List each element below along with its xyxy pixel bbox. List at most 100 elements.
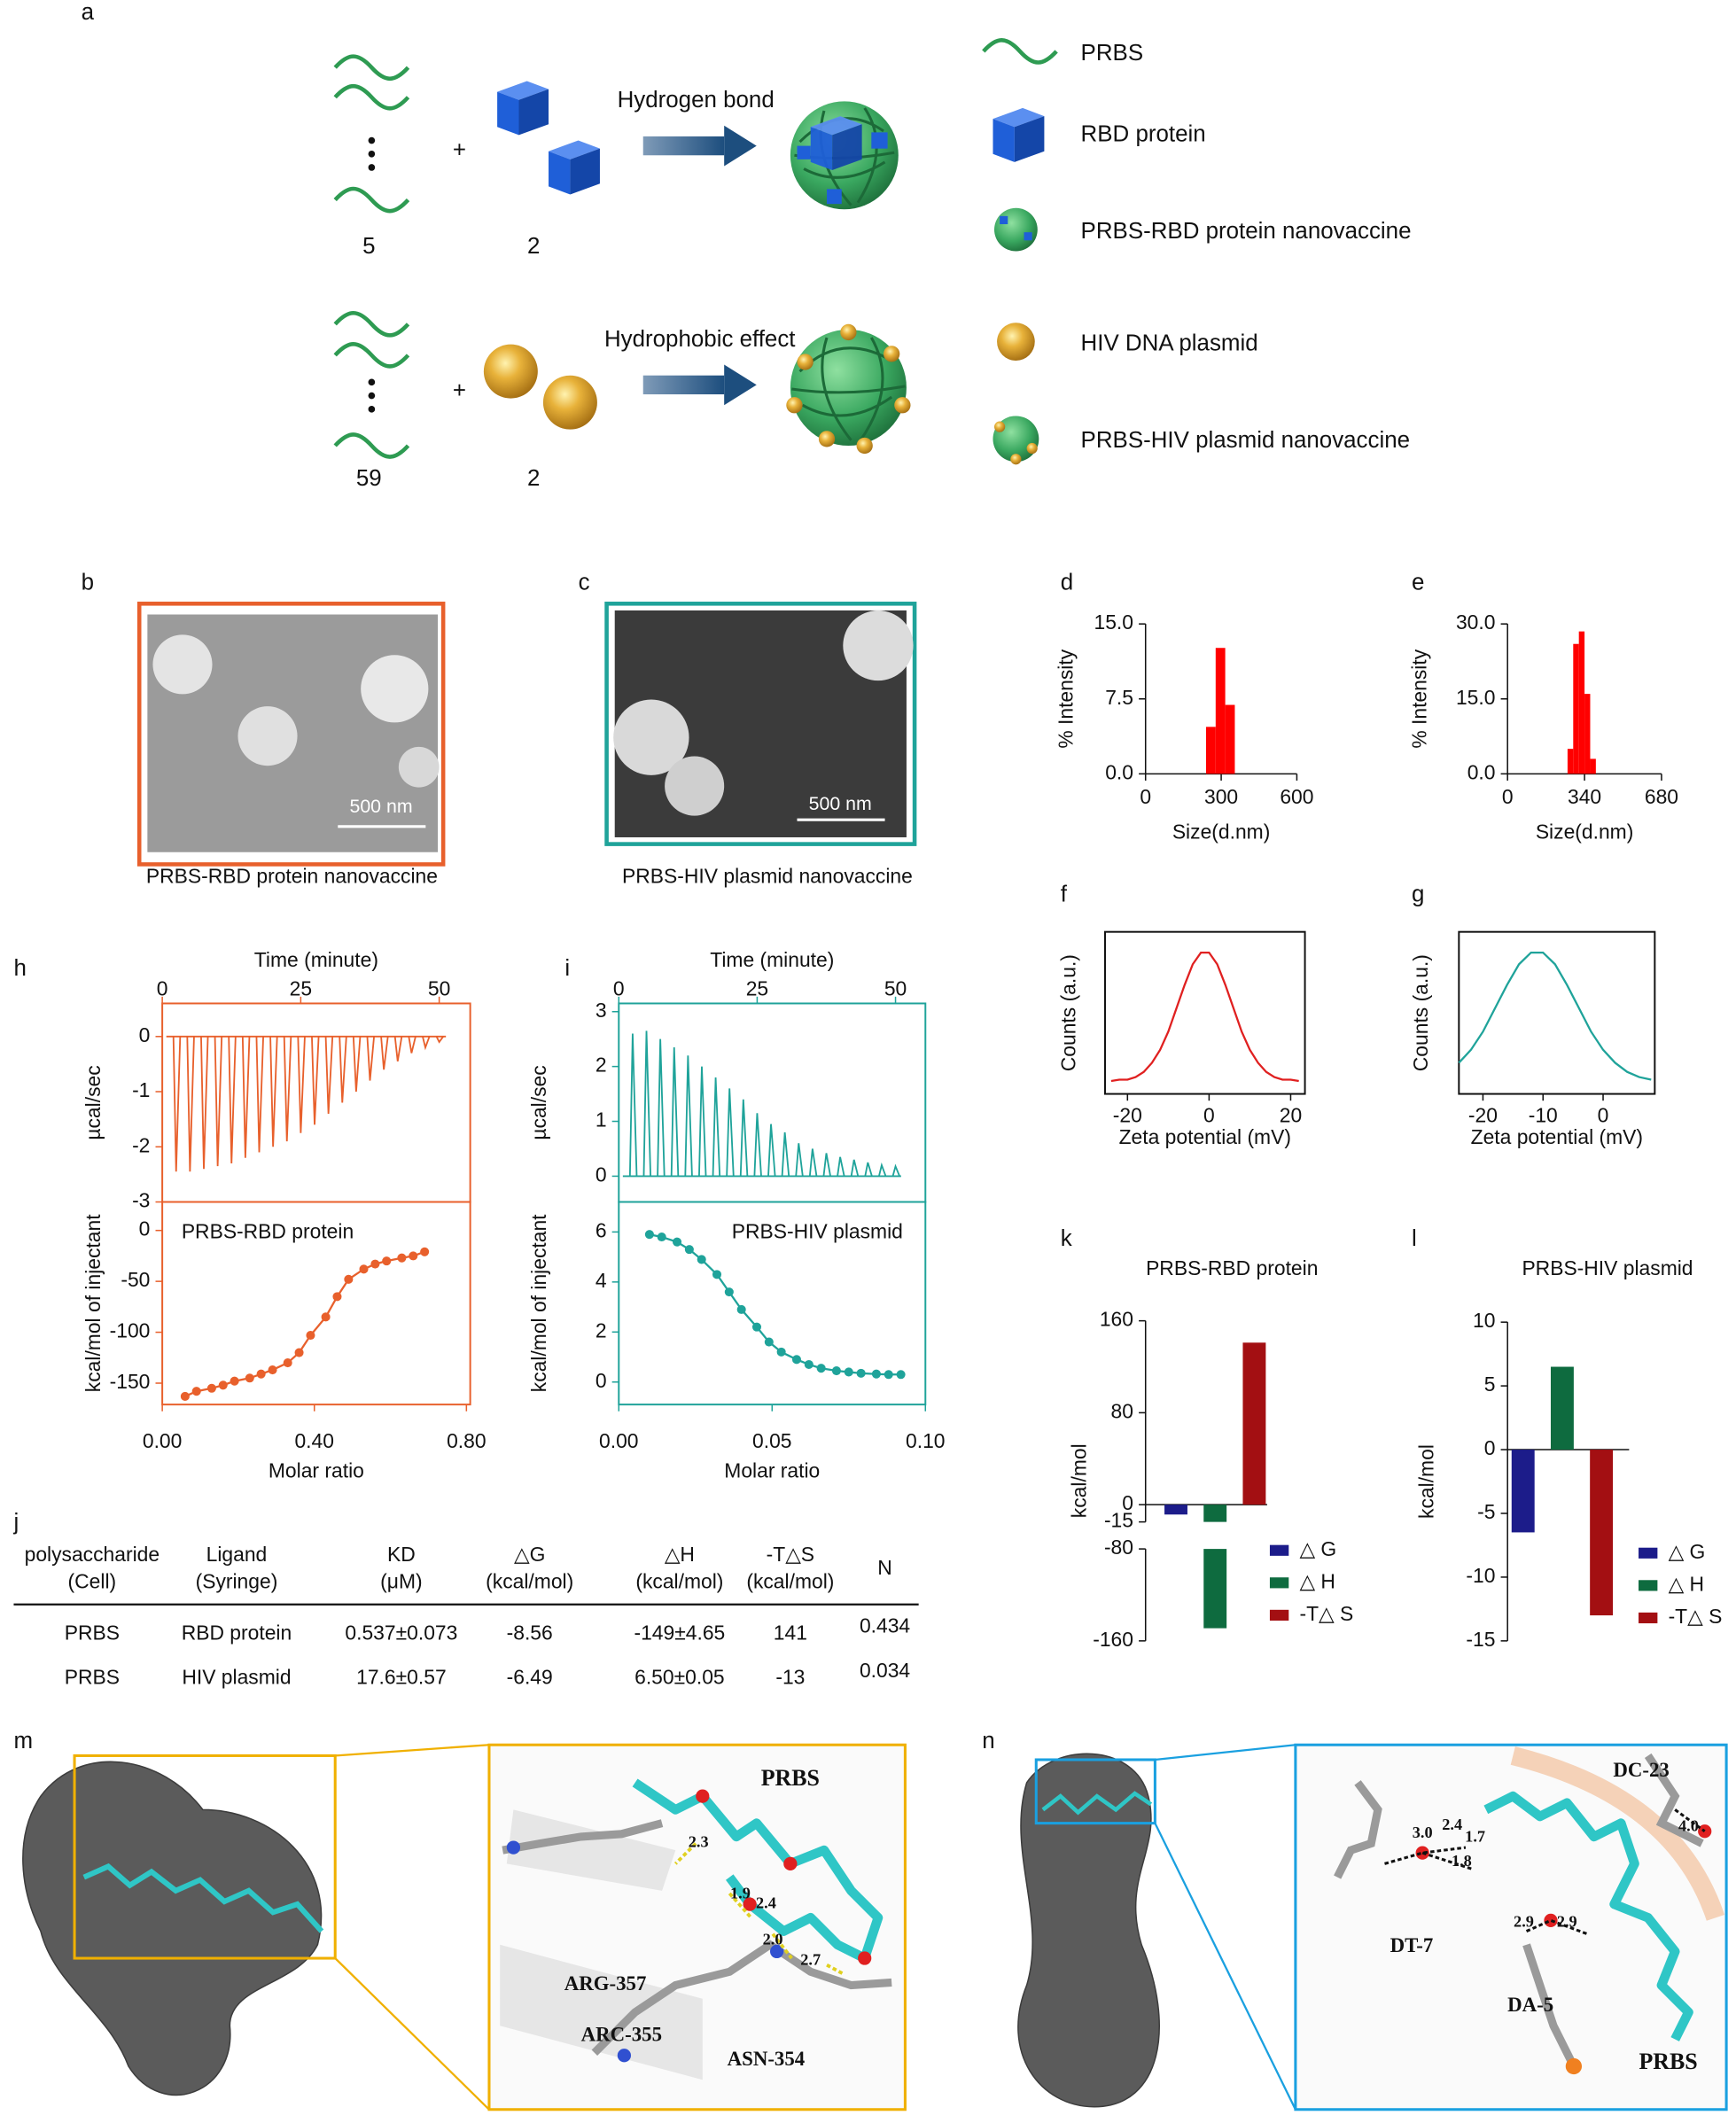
interaction: Hydrogen bond	[618, 88, 775, 113]
distance-label: 1.9	[730, 1885, 751, 1902]
y-tick-label: 15.0	[1456, 686, 1496, 709]
data-point	[804, 1359, 814, 1370]
injection-peak	[850, 1159, 860, 1177]
x-tick-label: 0.05	[752, 1429, 792, 1452]
data-point	[294, 1348, 304, 1357]
panel-label: k	[1061, 1226, 1072, 1251]
table: polysaccharide (Cell) Ligand (Syringe) KD (μM…	[25, 1543, 911, 1689]
table-cell: PRBS	[65, 1666, 120, 1689]
table-cell: 141	[774, 1621, 807, 1644]
micrograph	[136, 602, 446, 867]
injection-peak	[422, 1036, 431, 1051]
x-tick-label: 0.80	[447, 1429, 487, 1452]
injection-peak	[435, 1036, 444, 1044]
data-point	[191, 1387, 201, 1396]
bar	[1164, 1505, 1187, 1515]
y-tick-label: 160	[1100, 1308, 1133, 1331]
residue-label: DT-7	[1390, 1934, 1434, 1956]
x-tick-label: 0	[1502, 785, 1514, 808]
injection-peak	[352, 1036, 362, 1093]
panel-label: d	[1061, 570, 1073, 595]
injection-peak	[864, 1162, 873, 1177]
injection-peak	[324, 1036, 334, 1114]
injection-peak	[822, 1153, 831, 1177]
data-point	[816, 1364, 826, 1373]
injection-peak	[808, 1148, 818, 1177]
table-header: -T△S	[767, 1543, 814, 1566]
data-point	[831, 1366, 841, 1376]
distance-label: 2.9	[1514, 1913, 1534, 1931]
data-point	[724, 1287, 734, 1297]
bar	[1590, 758, 1596, 774]
panel-label: l	[1412, 1226, 1417, 1251]
micrograph	[604, 602, 917, 846]
y-tick-label: -50	[121, 1268, 150, 1291]
bar	[1215, 648, 1226, 774]
x-tick-label: -20	[1468, 1104, 1498, 1127]
data-point	[230, 1376, 239, 1386]
residue-label: DC-23	[1613, 1759, 1670, 1781]
table-header: Ligand	[206, 1543, 268, 1566]
injection-peak	[297, 1036, 306, 1133]
caption: PRBS-HIV plasmid nanovaccine	[622, 865, 913, 888]
bar	[1567, 749, 1574, 774]
y-tick-label: 3	[596, 999, 607, 1022]
x-axis-label: Zeta potential (mV)	[1119, 1125, 1291, 1148]
data-point	[871, 1369, 881, 1379]
table-cell: PRBS	[65, 1621, 120, 1644]
table-header: (μM)	[380, 1569, 422, 1592]
table-cell: 6.50±0.05	[634, 1666, 725, 1689]
data-point	[218, 1380, 228, 1390]
bar	[1573, 643, 1579, 774]
count: 59	[356, 466, 382, 491]
x-axis-label: Molar ratio	[269, 1458, 364, 1481]
data-point	[397, 1253, 407, 1263]
schematic-shapes: + +	[335, 40, 1056, 465]
data-point	[344, 1274, 354, 1284]
legend-label: PRBS	[1081, 41, 1144, 66]
x-tick-label: 0	[157, 976, 168, 999]
x-tick-label: 0.40	[294, 1429, 334, 1452]
residue-label: PRBS	[761, 1765, 820, 1791]
y-tick-label: 0	[1484, 1436, 1496, 1459]
docking-images	[22, 1743, 1728, 2111]
x-tick-label: 0	[1203, 1104, 1215, 1127]
injection-peak	[380, 1036, 389, 1070]
table-cell: 17.6±0.57	[356, 1666, 447, 1689]
x-axis-label: Time (minute)	[710, 948, 834, 971]
table-header: (Cell)	[68, 1569, 117, 1592]
table-header: polysaccharide	[25, 1543, 160, 1566]
legend-swatch	[1269, 1609, 1289, 1621]
residue-label: DA-5	[1507, 1994, 1553, 2016]
y-tick-label: 2	[596, 1054, 607, 1077]
table-cell: RBD protein	[182, 1621, 292, 1644]
data-point	[306, 1330, 315, 1341]
distance-label: 2.4	[1442, 1816, 1462, 1833]
injection-peak	[726, 1088, 735, 1177]
x-tick-label: 50	[428, 976, 450, 999]
data-point	[684, 1245, 694, 1255]
x-tick-label: 680	[1645, 785, 1678, 808]
y-tick-label: -3	[132, 1189, 150, 1212]
table-header: KD	[387, 1543, 416, 1566]
bar	[1590, 1450, 1614, 1616]
injection-peak	[670, 1046, 680, 1177]
data-point	[382, 1256, 392, 1266]
y-tick-label: 15.0	[1094, 610, 1133, 634]
svg-text:+: +	[453, 378, 466, 403]
table-cell: 0.537±0.073	[345, 1621, 457, 1644]
bar	[1550, 1366, 1574, 1450]
y-axis-label: kcal/mol	[1414, 1444, 1437, 1519]
table-cell: -149±4.65	[634, 1621, 725, 1644]
x-tick-label: 340	[1568, 785, 1601, 808]
y-tick-label: 0	[139, 1217, 151, 1240]
data-point	[644, 1230, 654, 1240]
injection-peak	[241, 1036, 251, 1158]
annotation: PRBS-RBD protein	[182, 1220, 354, 1243]
table-header: (kcal/mol)	[635, 1569, 723, 1592]
data-point	[712, 1270, 722, 1279]
data-point	[359, 1264, 369, 1274]
y-tick-label: 0	[596, 1369, 607, 1392]
injection-peak	[837, 1156, 845, 1177]
